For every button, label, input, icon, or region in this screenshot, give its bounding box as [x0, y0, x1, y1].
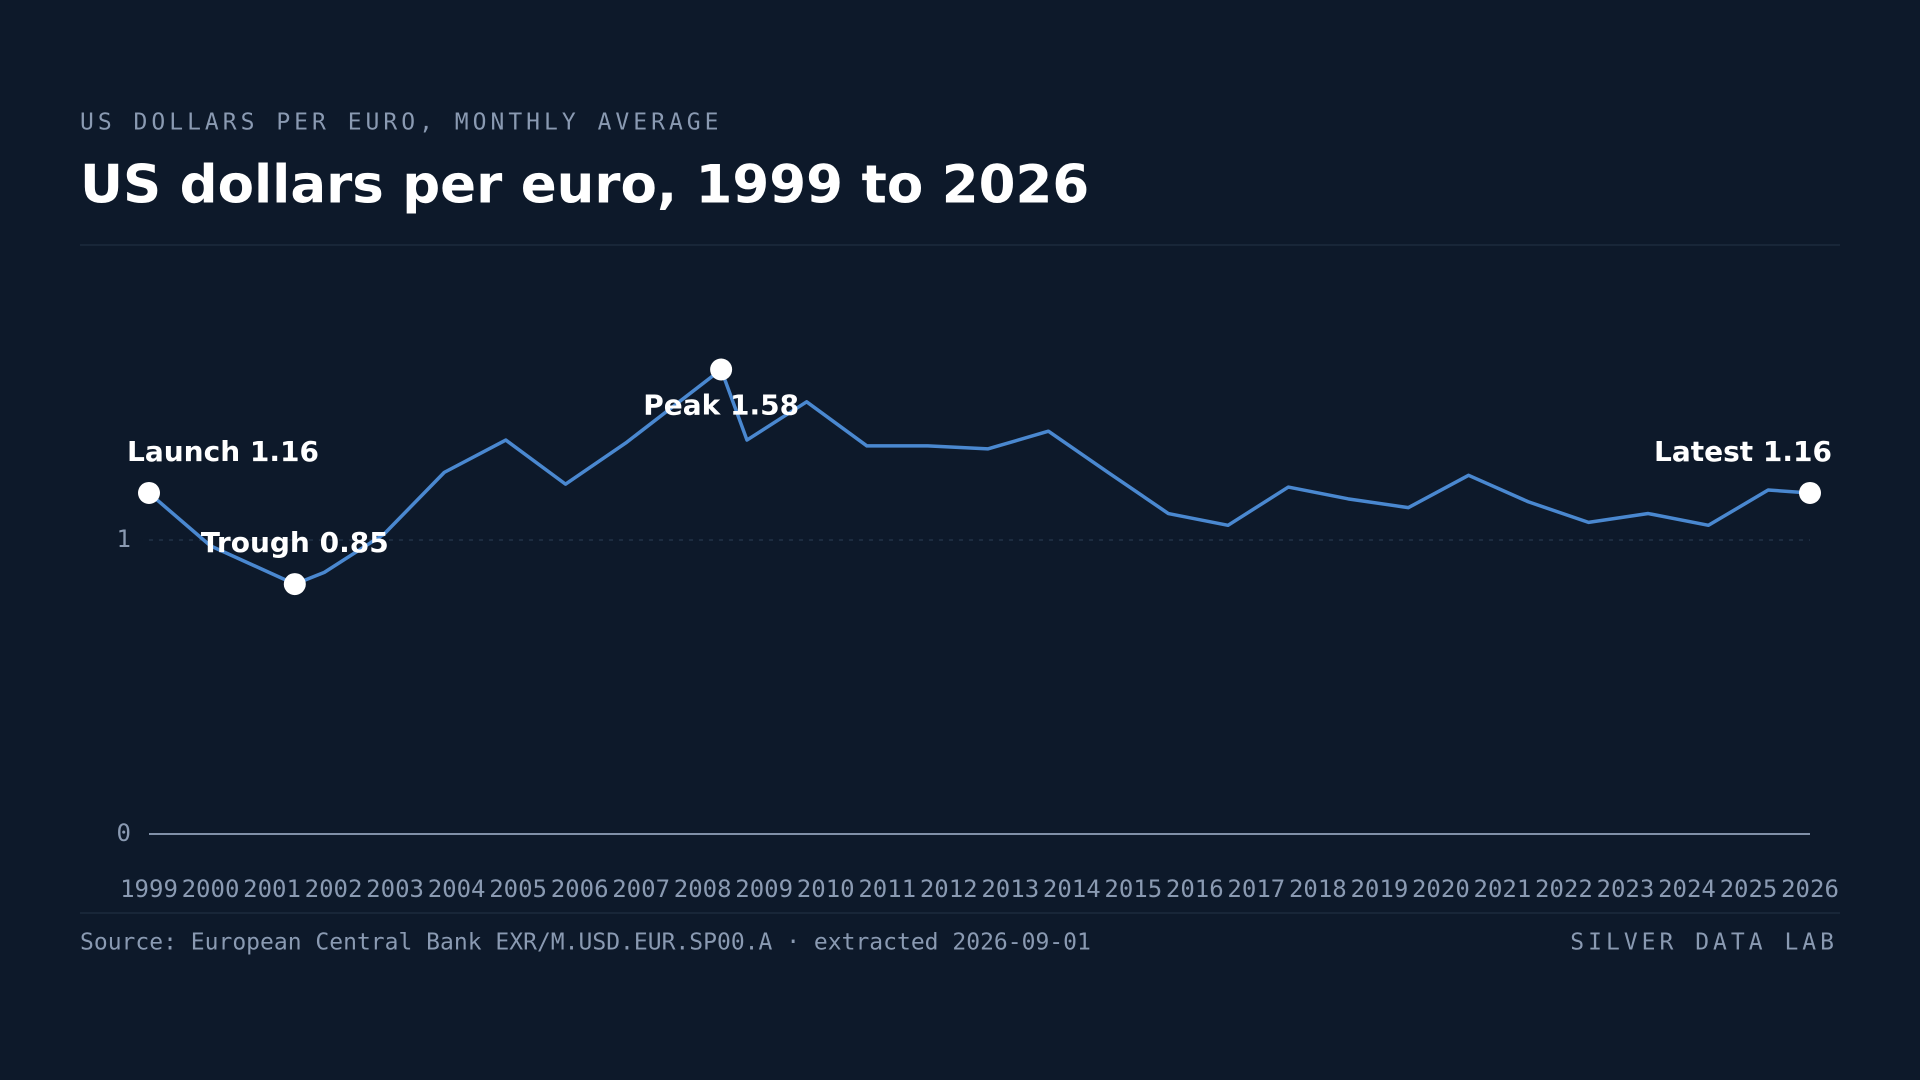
- data-line: [147, 367, 1811, 586]
- x-tick-label: 2014: [1043, 875, 1101, 903]
- x-tick-label: 2019: [1350, 875, 1408, 903]
- x-tick-label: 1999: [120, 875, 178, 903]
- x-tick-label: 2018: [1289, 875, 1347, 903]
- x-tick-label: 2009: [735, 875, 793, 903]
- x-tick-label: 2010: [797, 875, 855, 903]
- x-tick-label: 2015: [1104, 875, 1162, 903]
- annotation-label: Peak 1.58: [643, 388, 799, 421]
- y-tick-label: 1: [117, 525, 131, 553]
- x-tick-label: 2003: [366, 875, 424, 903]
- x-tick-label: 2026: [1781, 875, 1839, 903]
- annotation-dot: [1799, 481, 1821, 504]
- annotation-dot: [710, 358, 733, 381]
- annotation-label: Launch 1.16: [127, 435, 319, 468]
- x-tick-label: 2002: [305, 875, 363, 903]
- annotation-label: Trough 0.85: [201, 526, 389, 559]
- annotation-label: Latest 1.16: [1654, 435, 1832, 468]
- x-tick-label: 2025: [1720, 875, 1778, 903]
- x-tick-label: 2005: [489, 875, 547, 903]
- x-tick-label: 2004: [428, 875, 486, 903]
- x-tick-label: 2012: [920, 875, 978, 903]
- x-tick-label: 2017: [1227, 875, 1285, 903]
- x-tick-label: 2007: [612, 875, 670, 903]
- y-tick-label: 0: [117, 819, 131, 847]
- x-tick-label: 2023: [1597, 875, 1655, 903]
- x-tick-label: 2024: [1658, 875, 1716, 903]
- annotation-dot: [283, 573, 306, 596]
- x-tick-label: 2021: [1474, 875, 1532, 903]
- x-tick-label: 2022: [1535, 875, 1593, 903]
- x-tick-label: 2000: [182, 875, 240, 903]
- x-tick-label: 2020: [1412, 875, 1470, 903]
- x-tick-label: 2011: [858, 875, 916, 903]
- x-tick-label: 2008: [674, 875, 732, 903]
- chart-title: US dollars per euro, 1999 to 2026: [80, 155, 1089, 216]
- x-tick-label: 2001: [243, 875, 301, 903]
- annotation-dot: [138, 481, 160, 504]
- source: Source: European Central Bank EXR/M.USD.…: [80, 930, 1091, 956]
- x-tick-label: 2013: [981, 875, 1039, 903]
- brand: SILVER DATA LAB: [1570, 930, 1838, 956]
- x-tick-label: 2016: [1166, 875, 1224, 903]
- eyebrow: US DOLLARS PER EURO, MONTHLY AVERAGE: [80, 110, 723, 136]
- x-tick-label: 2006: [551, 875, 609, 903]
